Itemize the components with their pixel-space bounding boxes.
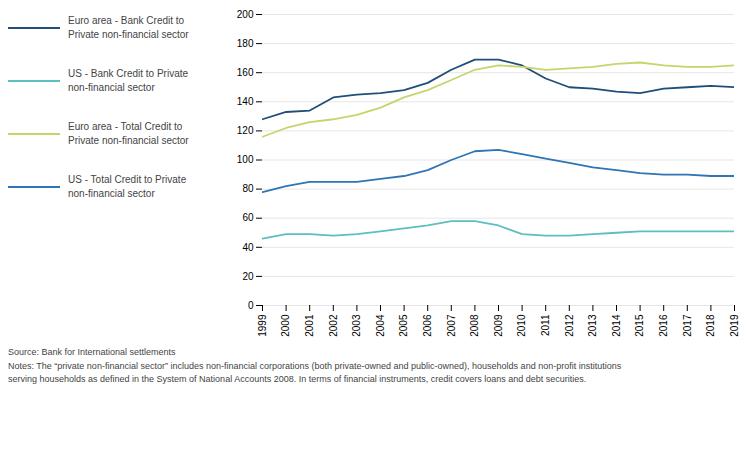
svg-text:2009: 2009 <box>493 314 504 337</box>
svg-text:100: 100 <box>237 154 254 165</box>
html-text:Euro area - Bank Credit to Pri: Euro area - Bank Credit to Private non-f… <box>68 15 189 40</box>
svg-text:20: 20 <box>242 271 254 282</box>
html-text:serving households as defined: serving households as defined in the Sys… <box>8 374 587 385</box>
svg-text:0: 0 <box>248 300 254 311</box>
html-text:Euro area - Total Credit to Pr: Euro area - Total Credit to Private non-… <box>68 121 189 146</box>
svg-text:2017: 2017 <box>682 314 693 337</box>
svg-text:2003: 2003 <box>351 314 362 337</box>
svg-text:80: 80 <box>242 183 254 194</box>
svg-text:2013: 2013 <box>587 314 598 337</box>
svg-text:2015: 2015 <box>634 314 645 337</box>
svg-text:2000: 2000 <box>280 314 291 337</box>
svg-text:2016: 2016 <box>658 314 669 337</box>
svg-text:2018: 2018 <box>705 314 716 337</box>
svg-text:60: 60 <box>242 212 254 223</box>
svg-text:2011: 2011 <box>540 314 551 336</box>
svg-text:2014: 2014 <box>611 314 622 337</box>
svg-text:40: 40 <box>242 242 254 253</box>
svg-text:2019: 2019 <box>729 314 740 337</box>
svg-text:1999: 1999 <box>257 314 268 337</box>
svg-text:2005: 2005 <box>398 314 409 337</box>
html-text:Notes: The “private non-financ: Notes: The “private non-financial sector… <box>8 360 622 371</box>
svg-text:160: 160 <box>237 67 254 78</box>
svg-text:120: 120 <box>237 125 254 136</box>
svg-text:2010: 2010 <box>516 314 527 337</box>
svg-text:140: 140 <box>237 96 254 107</box>
svg-text:200: 200 <box>237 9 254 20</box>
svg-text:2007: 2007 <box>446 314 457 337</box>
svg-text:2001: 2001 <box>304 314 315 337</box>
svg-text:2008: 2008 <box>469 314 480 337</box>
svg-text:180: 180 <box>237 38 254 49</box>
html-text:US - Bank Credit to Private no: US - Bank Credit to Private non-financia… <box>68 68 188 93</box>
svg-text:2006: 2006 <box>422 314 433 337</box>
html-text:US - Total Credit to Private n: US - Total Credit to Private non-financi… <box>68 174 187 199</box>
html-text:Source: Bank for International: Source: Bank for International settlemen… <box>8 347 176 357</box>
svg-text:2012: 2012 <box>564 314 575 337</box>
svg-text:2002: 2002 <box>328 314 339 337</box>
svg-text:2004: 2004 <box>375 314 386 337</box>
